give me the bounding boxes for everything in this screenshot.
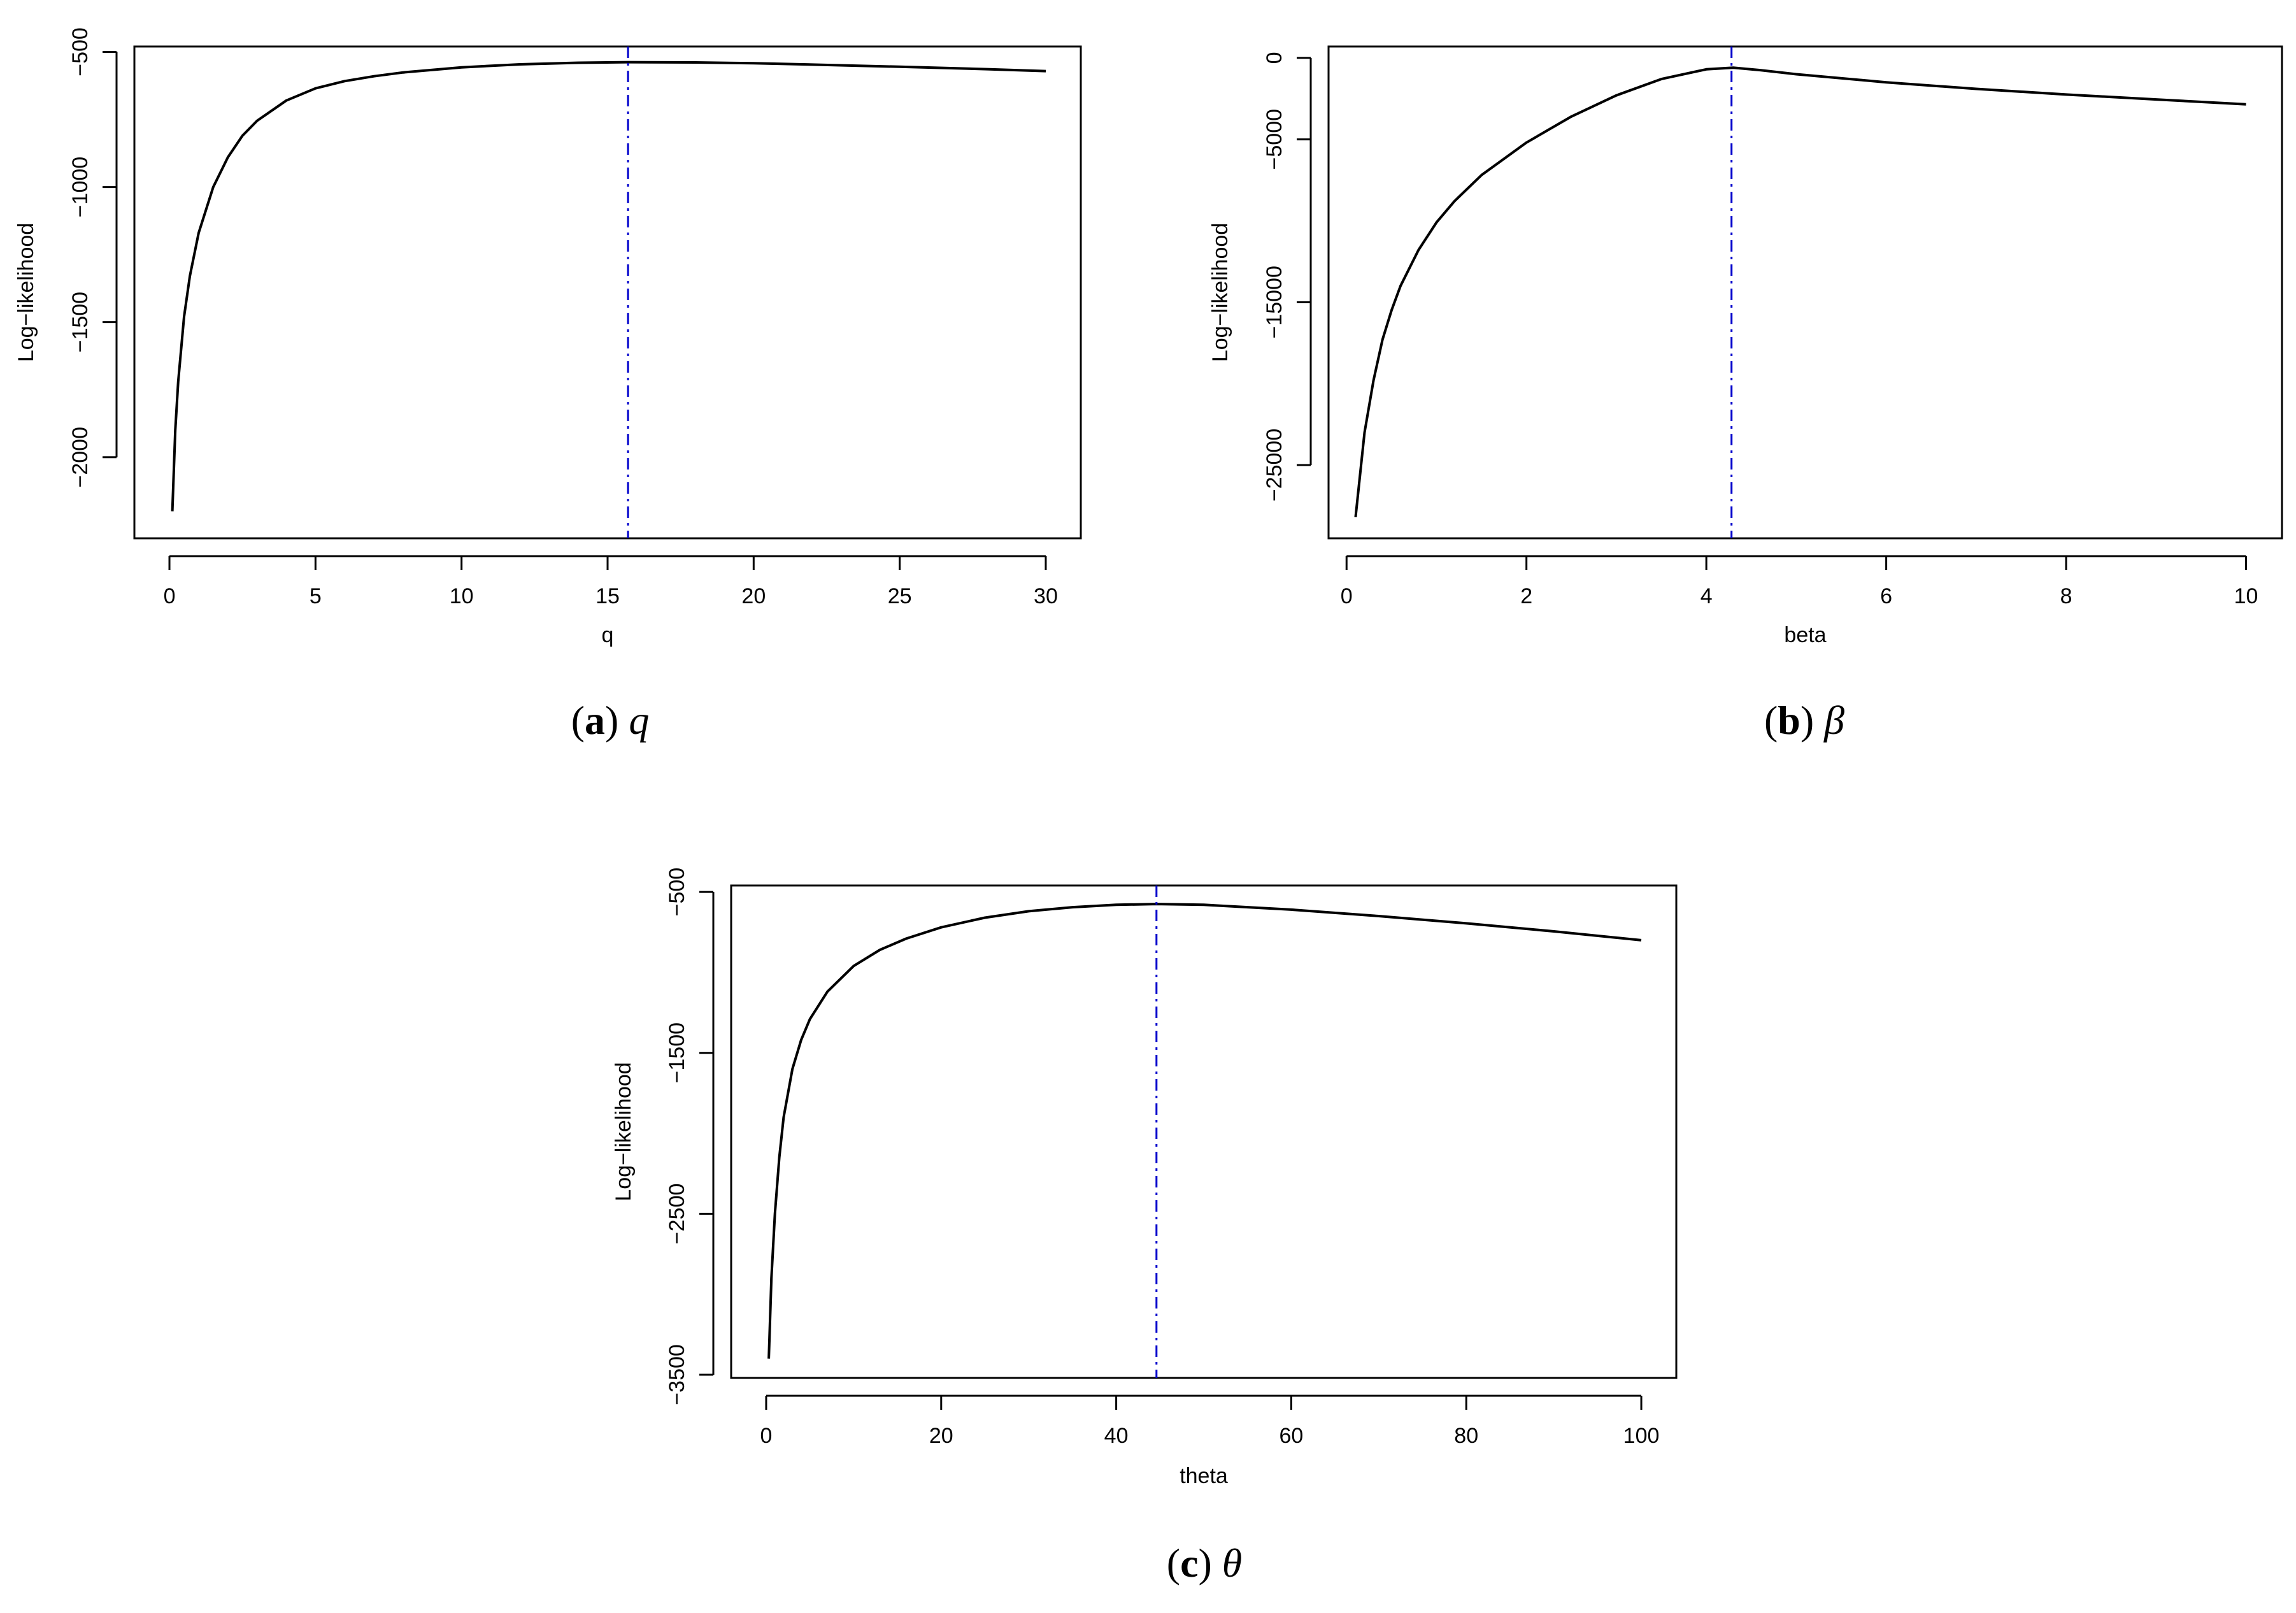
x-tick-label: 5 xyxy=(310,584,322,608)
y-tick-label: −500 xyxy=(68,27,92,76)
y-tick-label: −5000 xyxy=(1262,109,1287,170)
x-tick-label: 4 xyxy=(1701,584,1713,608)
x-tick-label: 6 xyxy=(1880,584,1892,608)
caption-letter: c xyxy=(1180,1540,1198,1586)
x-tick-label: 0 xyxy=(1341,584,1353,608)
caption-paren-close: ) xyxy=(1198,1540,1222,1586)
y-tick-label: −3500 xyxy=(665,1344,689,1405)
y-tick-label: −2500 xyxy=(665,1184,689,1245)
y-tick-label: −1500 xyxy=(665,1022,689,1084)
plot-frame xyxy=(1327,45,2283,540)
panel-caption: (b) β xyxy=(1764,698,1844,743)
caption-symbol: β xyxy=(1823,698,1844,743)
caption-symbol: θ xyxy=(1222,1540,1242,1586)
x-axis-label: beta xyxy=(1784,623,1826,647)
log-likelihood-line xyxy=(1354,66,2246,518)
chart-panel-b: 0 2 4 6 8 10 0 −5000 −15000 −25000 beta Log−likelih… xyxy=(1208,45,2283,743)
x-axis-label: theta xyxy=(1180,1464,1228,1488)
plot-frame xyxy=(133,45,1082,540)
y-tick-label: −500 xyxy=(665,868,689,917)
x-tick-label: 2 xyxy=(1520,584,1532,608)
log-likelihood-line xyxy=(171,61,1046,512)
x-tick-label: 60 xyxy=(1279,1424,1303,1448)
x-tick-label: 0 xyxy=(760,1424,773,1448)
x-tick-label: 30 xyxy=(1034,584,1058,608)
y-axis-label: Log−likelihood xyxy=(14,223,38,362)
x-tick-label: 15 xyxy=(595,584,620,608)
caption-symbol: q xyxy=(629,698,649,743)
y-tick-label: −15000 xyxy=(1262,266,1287,338)
x-tick-label: 80 xyxy=(1454,1424,1478,1448)
x-tick-label: 0 xyxy=(164,584,176,608)
caption-letter: a xyxy=(585,698,605,743)
caption-paren-open: ( xyxy=(1167,1540,1180,1586)
caption-paren-open: ( xyxy=(571,698,585,743)
x-tick-label: 8 xyxy=(2060,584,2072,608)
y-tick-label: −2000 xyxy=(68,427,92,488)
caption-paren-close: ) xyxy=(1800,698,1824,743)
chart-panel-c: 0 20 40 60 80 100 −500 −1500 −2500 −3500 theta Log−… xyxy=(611,868,1678,1586)
y-tick-label: −1500 xyxy=(68,292,92,352)
y-tick-label: −1000 xyxy=(68,157,92,218)
log-likelihood-line xyxy=(767,903,1642,1359)
y-axis-label: Log−likelihood xyxy=(1208,223,1232,362)
x-tick-label: 100 xyxy=(1623,1424,1660,1448)
panel-caption: (c) θ xyxy=(1167,1540,1242,1586)
caption-paren-open: ( xyxy=(1764,698,1778,743)
x-tick-label: 20 xyxy=(929,1424,953,1448)
chart-panel-a: 0 5 10 15 20 25 30 −2000 −1500 −1000 −500 q Log−like… xyxy=(14,27,1082,743)
y-tick-label: −25000 xyxy=(1262,429,1287,501)
y-axis-label: Log−likelihood xyxy=(611,1062,636,1201)
x-tick-label: 40 xyxy=(1104,1424,1129,1448)
x-axis-label: q xyxy=(602,623,614,647)
plot-frame xyxy=(730,884,1678,1379)
caption-paren-close: ) xyxy=(605,698,629,743)
x-tick-label: 25 xyxy=(888,584,912,608)
x-tick-label: 20 xyxy=(741,584,766,608)
caption-letter: b xyxy=(1778,698,1800,743)
x-tick-label: 10 xyxy=(2234,584,2258,608)
panel-caption: (a) q xyxy=(571,698,650,743)
x-tick-label: 10 xyxy=(450,584,474,608)
y-tick-label: 0 xyxy=(1262,52,1287,64)
